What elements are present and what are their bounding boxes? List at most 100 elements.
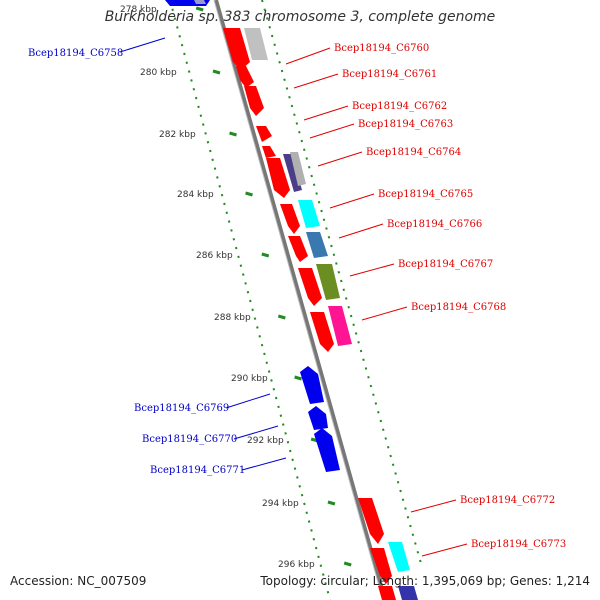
rail-dot <box>384 437 387 440</box>
rail-dot <box>239 264 243 267</box>
leader-line <box>329 193 375 209</box>
rail-dot <box>268 25 271 29</box>
rail-dot <box>293 467 297 470</box>
gene-arrow-other[interactable] <box>398 586 418 600</box>
gene-arrow-forward[interactable] <box>358 498 384 544</box>
rail-dot <box>344 297 348 300</box>
gene-arrow-forward[interactable] <box>244 86 264 116</box>
rail-dot <box>227 220 231 223</box>
rail-dot <box>327 235 331 239</box>
rail-dot <box>263 352 266 356</box>
gene-features <box>165 0 418 600</box>
gene-label[interactable]: Bcep18194_C6770 <box>142 434 237 445</box>
rail-dot <box>183 52 186 56</box>
scale-labels: 278 kbp 280 kbp 282 kbp 284 kbp 286 kbp … <box>120 5 315 570</box>
gene-arrow-forward[interactable] <box>266 158 290 198</box>
gene-label[interactable]: Bcep18194_C6772 <box>460 495 555 506</box>
gene-arrow-other[interactable] <box>316 264 340 300</box>
rail-dot <box>265 17 269 20</box>
rail-dot <box>286 440 290 444</box>
rail-dot <box>382 428 385 432</box>
gene-arrow-forward[interactable] <box>236 66 254 88</box>
gene-label[interactable]: Bcep18194_C6771 <box>150 465 245 476</box>
rail-dot <box>283 78 286 82</box>
rail-dot <box>300 139 304 143</box>
rail-dot <box>272 387 276 391</box>
major-tick <box>229 131 237 137</box>
rail-dot <box>260 343 264 347</box>
map-title: Burkholderia sp. 383 chromosome 3, compl… <box>104 9 496 25</box>
gene-arrow-forward[interactable] <box>256 126 272 142</box>
genome-summary-text: Topology: circular; Length: 1,395,069 bp… <box>260 574 590 588</box>
rail-dot <box>241 273 245 276</box>
leader-line <box>293 73 339 89</box>
rail-dot <box>234 246 238 250</box>
major-tick <box>277 314 286 320</box>
gene-label[interactable]: Bcep18194_C6758 <box>28 48 123 59</box>
rail-dot <box>199 114 203 117</box>
major-tick <box>195 6 204 12</box>
gene-arrow-forward[interactable] <box>298 268 322 306</box>
gene-arrow-reverse[interactable] <box>300 366 324 404</box>
gene-label[interactable]: Bcep18194_C6766 <box>387 219 482 230</box>
rail-dot <box>209 149 212 153</box>
rail-dot <box>386 445 390 449</box>
gene-arrow-other[interactable] <box>194 0 206 4</box>
rail-dot <box>223 202 226 206</box>
rail-dot <box>354 332 358 335</box>
rail-dot <box>220 193 224 197</box>
major-tick <box>327 500 336 506</box>
rail-dot <box>349 314 353 318</box>
gene-label[interactable]: Bcep18194_C6760 <box>334 43 429 54</box>
gene-label[interactable]: Bcep18194_C6763 <box>358 119 453 130</box>
rail-dot <box>404 507 407 510</box>
gene-label[interactable]: Bcep18194_C6762 <box>352 101 447 112</box>
rail-dot <box>391 463 395 467</box>
gene-arrow-other[interactable] <box>290 152 306 186</box>
rail-dot <box>176 26 179 29</box>
rail-dot <box>322 218 326 222</box>
gene-arrow-other[interactable] <box>298 200 320 228</box>
rail-dot <box>293 113 296 117</box>
tick-label: 294 kbp <box>262 499 299 509</box>
gene-arrow-forward[interactable] <box>310 312 334 352</box>
rail-dot <box>289 449 292 453</box>
rail-dot <box>317 200 321 204</box>
gene-arrow-other[interactable] <box>306 232 328 258</box>
rail-dot <box>295 122 299 125</box>
gene-label[interactable]: Bcep18194_C6769 <box>134 403 229 414</box>
gene-arrow-other[interactable] <box>328 306 352 346</box>
gene-arrow-forward[interactable] <box>223 28 250 70</box>
gene-arrow-forward[interactable] <box>280 204 300 234</box>
gene-label[interactable]: Bcep18194_C6761 <box>342 69 437 80</box>
rail-dot <box>303 502 306 506</box>
gene-arrow-reverse[interactable] <box>308 406 328 430</box>
rail-dot <box>364 367 368 370</box>
gene-arrow-forward[interactable] <box>288 236 308 262</box>
rail-dot <box>230 229 233 232</box>
gene-arrow-reverse[interactable] <box>314 428 340 472</box>
gene-arrow-forward[interactable] <box>370 548 392 584</box>
tick-label: 280 kbp <box>140 68 177 78</box>
rail-dot <box>317 555 320 559</box>
rail-dot <box>197 105 200 109</box>
gene-arrow-other[interactable] <box>244 28 268 60</box>
rail-dot <box>204 132 207 135</box>
rail-dot <box>406 515 410 519</box>
major-tick <box>343 561 352 567</box>
leader-line <box>225 393 271 409</box>
rail-dot <box>335 262 338 265</box>
gene-arrow-forward[interactable] <box>378 586 396 600</box>
gene-arrow-other[interactable] <box>388 542 410 572</box>
gene-arrow-forward[interactable] <box>262 146 276 158</box>
rail-dot <box>298 130 301 134</box>
rail-dot <box>305 511 309 515</box>
rail-dot <box>194 96 198 100</box>
rail-dot <box>171 8 174 12</box>
gene-label[interactable]: Bcep18194_C6773 <box>471 539 566 550</box>
gene-label[interactable]: Bcep18194_C6765 <box>378 189 473 200</box>
gene-label[interactable]: Bcep18194_C6768 <box>411 302 506 313</box>
leader-line <box>349 263 395 277</box>
gene-label[interactable]: Bcep18194_C6764 <box>366 147 461 158</box>
gene-label[interactable]: Bcep18194_C6767 <box>398 259 493 270</box>
